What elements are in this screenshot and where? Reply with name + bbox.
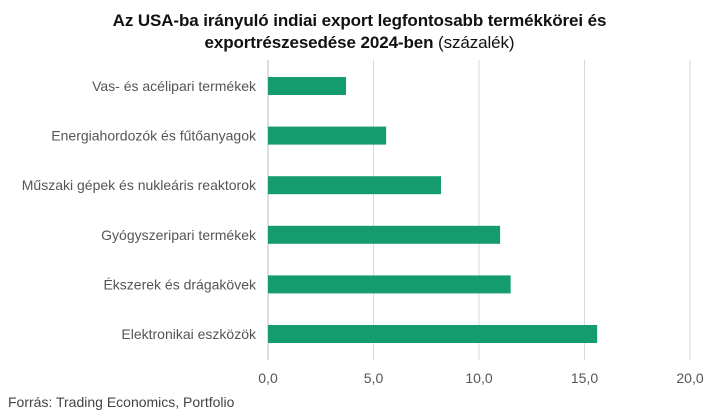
- x-tick-label: 0,0: [258, 370, 278, 386]
- category-label: Vas- és acélipari termékek: [92, 78, 257, 94]
- source-note: Forrás: Trading Economics, Portfolio: [8, 394, 235, 410]
- x-tick-label: 20,0: [676, 370, 703, 386]
- x-tick-label: 15,0: [571, 370, 598, 386]
- category-label: Gyógyszeripari termékek: [101, 227, 257, 243]
- title-line-2: exportrészesedése 2024-ben (százalék): [0, 32, 719, 54]
- bar: [268, 275, 511, 294]
- bar: [268, 126, 387, 145]
- x-tick-label: 10,0: [465, 370, 492, 386]
- bar: [268, 176, 442, 195]
- bar: [268, 225, 501, 244]
- category-label: Energiahordozók és fűtőanyagok: [51, 128, 257, 144]
- bar: [268, 77, 347, 95]
- category-label: Műszaki gépek és nukleáris reaktorok: [22, 177, 257, 193]
- title-line-2-bold: exportrészesedése 2024-ben: [204, 33, 434, 52]
- title-unit: (százalék): [433, 33, 515, 52]
- title-line-1: Az USA-ba irányuló indiai export legfont…: [112, 11, 607, 30]
- chart-title: Az USA-ba irányuló indiai export legfont…: [0, 10, 719, 54]
- category-label: Ékszerek és drágakövek: [103, 276, 257, 292]
- x-tick-label: 5,0: [364, 370, 384, 386]
- bar: [268, 325, 598, 343]
- category-label: Elektronikai eszközök: [121, 326, 257, 342]
